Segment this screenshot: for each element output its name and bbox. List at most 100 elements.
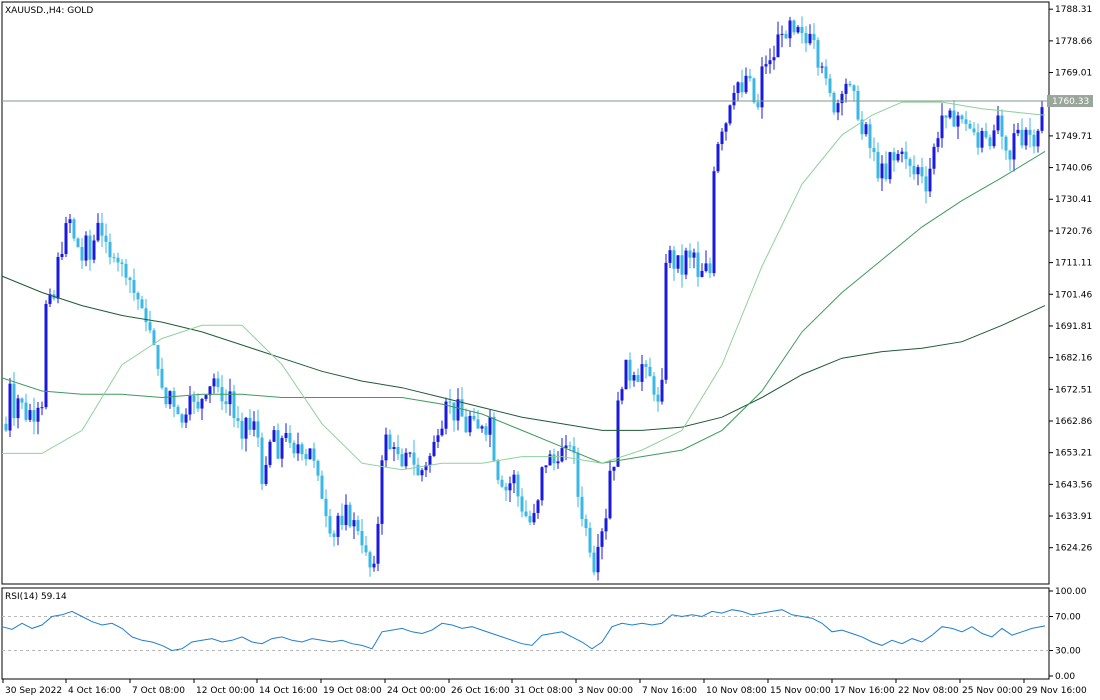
price-tick-label: 1682.16 bbox=[1055, 354, 1092, 364]
candle-body bbox=[752, 78, 756, 103]
candle-body bbox=[792, 20, 796, 33]
candle-body bbox=[36, 407, 40, 422]
candle-body bbox=[124, 263, 128, 278]
candle-body bbox=[100, 222, 104, 236]
candle-body bbox=[24, 402, 28, 420]
candle-body bbox=[692, 252, 696, 258]
candle-body bbox=[864, 124, 868, 135]
time-tick-label: 14 Oct 16:00 bbox=[259, 686, 318, 696]
candle-body bbox=[640, 364, 644, 382]
candle-body bbox=[452, 402, 456, 421]
candle-body bbox=[428, 455, 432, 466]
candle-body bbox=[740, 82, 744, 93]
candle-body bbox=[164, 387, 168, 405]
candle-body bbox=[892, 152, 896, 161]
price-tick-label: 1691.81 bbox=[1055, 322, 1092, 332]
time-tick-label: 29 Nov 16:00 bbox=[1026, 686, 1087, 696]
candle-body bbox=[1008, 150, 1012, 160]
candle-body bbox=[900, 151, 904, 154]
candle-body bbox=[188, 395, 192, 415]
candle-body bbox=[568, 445, 572, 447]
candle-body bbox=[324, 498, 328, 517]
candle-body bbox=[920, 167, 924, 177]
candle-body bbox=[20, 398, 24, 403]
candle-body bbox=[872, 147, 876, 153]
candle-body bbox=[316, 460, 320, 476]
candle-body bbox=[292, 442, 296, 454]
candle-body bbox=[688, 250, 692, 258]
candle-body bbox=[700, 270, 704, 277]
candle-body bbox=[212, 378, 216, 387]
candle-body bbox=[800, 26, 804, 34]
candle-body bbox=[448, 401, 452, 403]
candle-body bbox=[360, 531, 364, 546]
candle-body bbox=[724, 123, 728, 132]
candle-body bbox=[368, 552, 372, 568]
candle-body bbox=[252, 421, 256, 430]
candle-body bbox=[148, 322, 152, 331]
candle-body bbox=[232, 391, 236, 419]
candle-body bbox=[92, 240, 96, 260]
candle-body bbox=[860, 119, 864, 135]
candle-body bbox=[676, 255, 680, 269]
candle-body bbox=[704, 263, 708, 271]
candle-body bbox=[652, 376, 656, 395]
candle-body bbox=[336, 515, 340, 537]
candle-body bbox=[116, 257, 120, 263]
candle-body bbox=[840, 93, 844, 104]
candle-body bbox=[736, 82, 740, 93]
candle-body bbox=[824, 66, 828, 79]
candle-body bbox=[916, 167, 920, 175]
price-tick-label: 1662.86 bbox=[1055, 417, 1092, 427]
candle-body bbox=[812, 33, 816, 41]
candle-body bbox=[944, 115, 948, 118]
candle-body bbox=[580, 496, 584, 519]
candle-body bbox=[788, 20, 792, 39]
candle-body bbox=[260, 437, 264, 485]
candle-body bbox=[620, 389, 624, 401]
rsi-tick-label: 100.00 bbox=[1055, 587, 1087, 597]
time-tick-label: 25 Nov 00:00 bbox=[962, 686, 1023, 696]
candle-body bbox=[528, 516, 532, 523]
candle-body bbox=[8, 383, 12, 431]
candle-body bbox=[420, 470, 424, 476]
candle-body bbox=[56, 256, 60, 299]
candle-body bbox=[112, 257, 116, 259]
main-price-panel[interactable] bbox=[1, 1, 1050, 585]
price-tick-label: 1720.76 bbox=[1055, 227, 1092, 237]
candle-body bbox=[484, 426, 488, 435]
candle-body bbox=[776, 34, 780, 58]
candle-body bbox=[836, 103, 840, 113]
candle-body bbox=[560, 448, 564, 462]
candle-body bbox=[488, 416, 492, 435]
time-tick-label: 4 Oct 16:00 bbox=[68, 686, 121, 696]
candle-body bbox=[204, 395, 208, 399]
candle-body bbox=[808, 33, 812, 44]
candle-body bbox=[404, 452, 408, 467]
candle-body bbox=[696, 252, 700, 277]
time-axis: 30 Sep 2022 4 Oct 16:00 7 Oct 08:00 12 Oct … bbox=[2, 679, 1087, 696]
candle-body bbox=[856, 90, 860, 120]
price-axis: 1788.31 1778.66 1769.01 1760.33 1749.71 1740.… bbox=[1049, 5, 1092, 554]
rsi-panel-frame bbox=[1, 587, 1050, 680]
candle-body bbox=[708, 263, 712, 274]
candle-body bbox=[216, 378, 220, 387]
time-tick-label: 7 Nov 16:00 bbox=[642, 686, 697, 696]
rsi-tick-label: 30.00 bbox=[1055, 647, 1081, 657]
time-tick-label: 31 Oct 08:00 bbox=[514, 686, 573, 696]
ma-slow-line bbox=[1, 275, 1046, 431]
candle-body bbox=[60, 253, 64, 257]
candle-body bbox=[1028, 129, 1032, 135]
candle-body bbox=[364, 545, 368, 553]
candle-body bbox=[288, 433, 292, 443]
candle-body bbox=[656, 394, 660, 402]
rsi-panel[interactable] bbox=[1, 587, 1050, 680]
candle-body bbox=[600, 531, 604, 547]
candle-body bbox=[756, 102, 760, 108]
candle-body bbox=[896, 153, 900, 161]
current-price-badge-bg bbox=[1047, 95, 1093, 108]
price-tick-label: 1711.11 bbox=[1055, 259, 1092, 269]
candle-body bbox=[424, 465, 428, 471]
candle-body bbox=[764, 64, 768, 67]
